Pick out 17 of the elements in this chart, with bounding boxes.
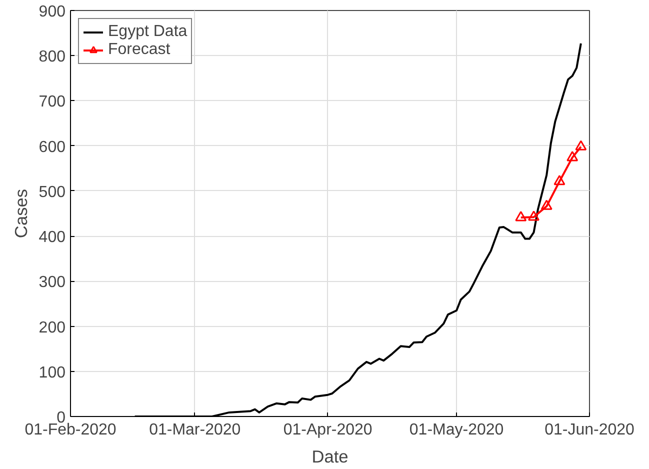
y-tick-label: 700 — [38, 94, 66, 111]
y-tick-label: 300 — [38, 274, 66, 292]
x-tick-label: 01-Mar-2020 — [149, 422, 241, 438]
y-axis-title: Cases — [10, 188, 31, 238]
y-tick-label: 900 — [38, 4, 66, 20]
x-axis-title: Date — [312, 446, 348, 466]
y-tick-label: 500 — [38, 184, 66, 201]
y-tick-label: 400 — [38, 229, 66, 246]
legend-label: Egypt Data — [108, 23, 188, 41]
x-tick-label: 01-Jun-2020 — [544, 422, 635, 438]
y-tick-label: 200 — [38, 319, 66, 336]
y-tick-label: 100 — [38, 364, 66, 382]
y-tick-label: 600 — [38, 138, 66, 156]
x-tick-label: 01-May-2020 — [409, 422, 504, 438]
y-tick-label: 800 — [38, 48, 66, 66]
legend-label: Forecast — [108, 41, 170, 59]
x-tick-label: 01-Apr-2020 — [283, 422, 372, 438]
